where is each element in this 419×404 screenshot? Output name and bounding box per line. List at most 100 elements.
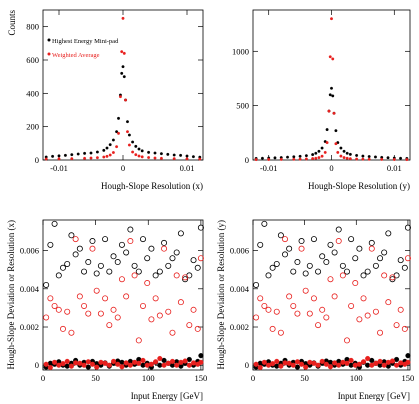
data-point bbox=[166, 152, 170, 156]
data-point bbox=[253, 361, 259, 367]
data-point bbox=[76, 152, 80, 156]
data-point bbox=[177, 230, 184, 237]
x-tick-label: -0.01 bbox=[50, 163, 68, 173]
data-point bbox=[114, 314, 121, 321]
legend-label: Weighted Average bbox=[52, 52, 100, 59]
y-tick-label: 500 bbox=[236, 101, 249, 111]
data-point bbox=[105, 154, 109, 158]
data-point bbox=[360, 359, 367, 365]
y-axis-title: Counts bbox=[7, 10, 17, 36]
plot-panel-2: -0.01 0 0.01 0 500 1000 Hough-Slope Resolution… bbox=[232, 9, 411, 191]
data-point bbox=[330, 17, 333, 21]
data-point bbox=[304, 154, 308, 158]
data-point bbox=[114, 259, 121, 266]
data-point bbox=[397, 306, 404, 313]
data-point bbox=[282, 251, 289, 258]
data-point bbox=[304, 157, 308, 161]
y-tick-label: 0 bbox=[245, 155, 249, 165]
data-point bbox=[131, 272, 138, 279]
data-point bbox=[81, 302, 88, 309]
data-point bbox=[63, 153, 67, 157]
data-point bbox=[389, 358, 395, 364]
data-point bbox=[319, 253, 326, 260]
data-point bbox=[135, 268, 142, 275]
data-point bbox=[401, 325, 408, 332]
data-point bbox=[278, 363, 284, 369]
data-point bbox=[115, 130, 119, 134]
data-point bbox=[342, 156, 346, 160]
data-point bbox=[182, 274, 189, 281]
data-point bbox=[339, 262, 346, 269]
data-point bbox=[257, 241, 264, 248]
data-point bbox=[83, 156, 87, 160]
data-point bbox=[43, 281, 50, 288]
data-point bbox=[317, 149, 321, 153]
data-point bbox=[83, 151, 87, 155]
x-tick-label: -0.01 bbox=[260, 163, 278, 173]
plot-frame bbox=[252, 219, 411, 371]
data-point bbox=[394, 362, 400, 368]
data-point bbox=[273, 260, 280, 267]
data-point bbox=[286, 360, 292, 366]
series-2 bbox=[44, 16, 202, 161]
data-point bbox=[157, 355, 163, 362]
y-tick-label: 0 bbox=[35, 155, 39, 165]
data-point bbox=[334, 129, 338, 133]
data-point bbox=[178, 359, 184, 365]
data-point bbox=[123, 249, 130, 256]
data-point bbox=[404, 255, 411, 262]
data-point bbox=[399, 156, 403, 160]
data-point bbox=[298, 157, 302, 161]
data-point bbox=[385, 230, 392, 237]
data-point bbox=[173, 272, 180, 279]
data-point bbox=[356, 245, 363, 252]
data-point bbox=[292, 157, 296, 161]
data-point bbox=[345, 156, 349, 160]
data-point bbox=[335, 238, 342, 245]
data-point bbox=[85, 359, 91, 365]
data-point bbox=[360, 272, 367, 279]
data-point bbox=[64, 260, 71, 267]
data-point bbox=[191, 155, 195, 159]
data-point bbox=[267, 158, 271, 161]
data-point bbox=[102, 155, 106, 159]
data-point bbox=[334, 142, 338, 146]
data-point bbox=[137, 147, 141, 151]
data-point bbox=[327, 364, 334, 370]
data-point bbox=[43, 361, 49, 367]
data-point bbox=[198, 157, 202, 161]
data-point bbox=[355, 157, 359, 161]
data-point bbox=[73, 360, 79, 366]
data-point bbox=[377, 329, 384, 336]
data-point bbox=[286, 245, 293, 252]
data-point bbox=[85, 259, 92, 266]
data-point bbox=[381, 272, 388, 279]
data-point bbox=[118, 276, 125, 283]
x-tick-label: 0 bbox=[251, 373, 255, 383]
data-point bbox=[405, 359, 411, 365]
data-point bbox=[165, 308, 172, 315]
data-point bbox=[331, 293, 338, 300]
x-tick-label: 0 bbox=[121, 163, 125, 173]
y-tick-label: 0.004 bbox=[230, 284, 250, 294]
data-point bbox=[47, 364, 53, 371]
data-point bbox=[55, 306, 62, 313]
data-point bbox=[265, 272, 272, 279]
data-point bbox=[182, 358, 188, 364]
data-point bbox=[55, 272, 62, 279]
x-axis-title: Input Energy [GeV] bbox=[338, 391, 410, 401]
data-point bbox=[93, 287, 100, 294]
data-point bbox=[404, 224, 411, 231]
data-point bbox=[254, 158, 258, 162]
data-point bbox=[140, 149, 144, 153]
data-point bbox=[331, 57, 335, 61]
data-point bbox=[320, 154, 324, 158]
data-point bbox=[161, 239, 168, 246]
x-tick-label: 0 bbox=[329, 163, 333, 173]
data-point bbox=[126, 120, 129, 124]
data-point bbox=[253, 314, 260, 321]
series-2 bbox=[43, 236, 204, 344]
data-point bbox=[397, 257, 404, 264]
data-point bbox=[298, 361, 305, 367]
data-point bbox=[95, 150, 99, 154]
